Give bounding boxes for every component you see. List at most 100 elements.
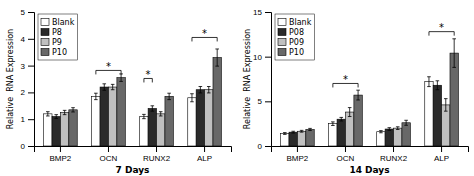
error-bar xyxy=(94,93,98,99)
legend-swatch xyxy=(41,19,49,26)
legend-swatch xyxy=(41,29,49,36)
error-bar xyxy=(379,131,383,133)
legend-label: Blank xyxy=(52,18,75,27)
tick-label: 0 xyxy=(21,142,26,151)
bar xyxy=(402,123,410,146)
tick-label: 0 xyxy=(258,142,263,151)
bar xyxy=(117,78,125,146)
legend-label: P10 xyxy=(289,48,304,57)
tick-mark xyxy=(156,146,157,152)
annotation: * xyxy=(343,74,348,85)
y-axis-title: Relative RNA Expression xyxy=(243,29,252,129)
axis-line xyxy=(28,13,35,147)
error-bar xyxy=(111,84,115,89)
legend-item: P9 xyxy=(41,38,62,47)
series xyxy=(60,84,213,146)
tick: RUNX2 xyxy=(380,146,408,163)
tick: RUNX2 xyxy=(143,146,171,163)
error-bar xyxy=(427,77,431,87)
tick: 1 xyxy=(21,115,34,124)
error-bar xyxy=(444,99,448,112)
error-bar xyxy=(207,87,211,93)
legend-label: P09 xyxy=(289,38,304,47)
series xyxy=(289,81,442,146)
bar xyxy=(297,131,305,146)
legend-swatch xyxy=(278,39,286,46)
annotations: *** xyxy=(96,28,217,83)
panel: 051015BMP2OCNRUNX2ALP**14 DaysRelative R… xyxy=(243,8,469,175)
error-bar xyxy=(190,94,194,102)
tick-label: ALP xyxy=(434,154,449,163)
error-bar xyxy=(283,133,287,135)
error-bar xyxy=(452,39,456,68)
error-bar xyxy=(159,112,163,116)
error-bar xyxy=(215,49,219,66)
error-bar xyxy=(46,112,50,116)
legend-item: P09 xyxy=(278,38,304,47)
legend-item: Blank xyxy=(278,18,312,27)
tick: OCN xyxy=(100,146,118,163)
chart: 012345BMP2OCNRUNX2ALP***7 DaysRelative R… xyxy=(0,0,474,176)
axis-line xyxy=(272,147,469,153)
legend-label: P08 xyxy=(289,28,304,37)
tick-label: ALP xyxy=(197,154,212,163)
bar xyxy=(196,90,204,146)
tick-mark xyxy=(265,12,271,13)
legend-swatch xyxy=(278,29,286,36)
tick-label: RUNX2 xyxy=(380,154,408,163)
tick-mark xyxy=(265,146,271,147)
y-axis: 051015 xyxy=(253,8,271,151)
error-bar xyxy=(348,108,352,117)
tick-mark xyxy=(204,146,205,152)
tick-label: OCN xyxy=(337,154,355,163)
panel: 012345BMP2OCNRUNX2ALP***7 DaysRelative R… xyxy=(6,8,232,175)
tick-label: 4 xyxy=(21,35,26,44)
bar xyxy=(394,128,402,146)
tick-mark xyxy=(441,146,442,152)
error-bar xyxy=(63,110,67,114)
error-bar xyxy=(331,122,335,126)
tick-mark xyxy=(28,39,34,40)
tick: 2 xyxy=(21,88,34,97)
error-bar xyxy=(436,81,440,90)
legend-frame xyxy=(275,14,314,60)
tick-mark xyxy=(345,146,346,152)
tick: OCN xyxy=(337,146,355,163)
legend-label: P10 xyxy=(52,48,67,57)
tick-mark xyxy=(60,146,61,152)
tick-mark xyxy=(297,146,298,152)
error-bar xyxy=(151,106,155,111)
series xyxy=(297,99,450,146)
legend-frame xyxy=(38,14,77,60)
bar xyxy=(188,98,196,146)
legend-swatch xyxy=(41,49,49,56)
annotation: * xyxy=(106,61,111,72)
bar xyxy=(306,129,314,146)
legend-label: P8 xyxy=(52,28,62,37)
tick: 10 xyxy=(253,53,271,62)
bar xyxy=(60,113,68,147)
tick: 0 xyxy=(258,142,271,151)
bar xyxy=(148,108,156,146)
error-bar xyxy=(199,87,203,93)
error-bar xyxy=(396,127,400,130)
tick-mark xyxy=(28,119,34,120)
bar xyxy=(213,58,221,146)
bar xyxy=(281,133,289,146)
error-bar xyxy=(404,120,408,125)
bar xyxy=(100,87,108,146)
error-bar xyxy=(119,74,123,82)
series xyxy=(281,77,434,146)
tick-label: BMP2 xyxy=(287,154,309,163)
tick-label: 5 xyxy=(258,97,263,106)
tick: 4 xyxy=(21,35,34,44)
bar xyxy=(140,117,148,146)
legend-item: P10 xyxy=(41,48,67,57)
bar xyxy=(69,110,77,146)
tick: BMP2 xyxy=(287,146,309,163)
legend: BlankP08P09P10 xyxy=(275,14,314,60)
legend-swatch xyxy=(278,49,286,56)
series xyxy=(52,84,205,146)
error-bar xyxy=(102,84,106,90)
tick: BMP2 xyxy=(50,146,72,163)
